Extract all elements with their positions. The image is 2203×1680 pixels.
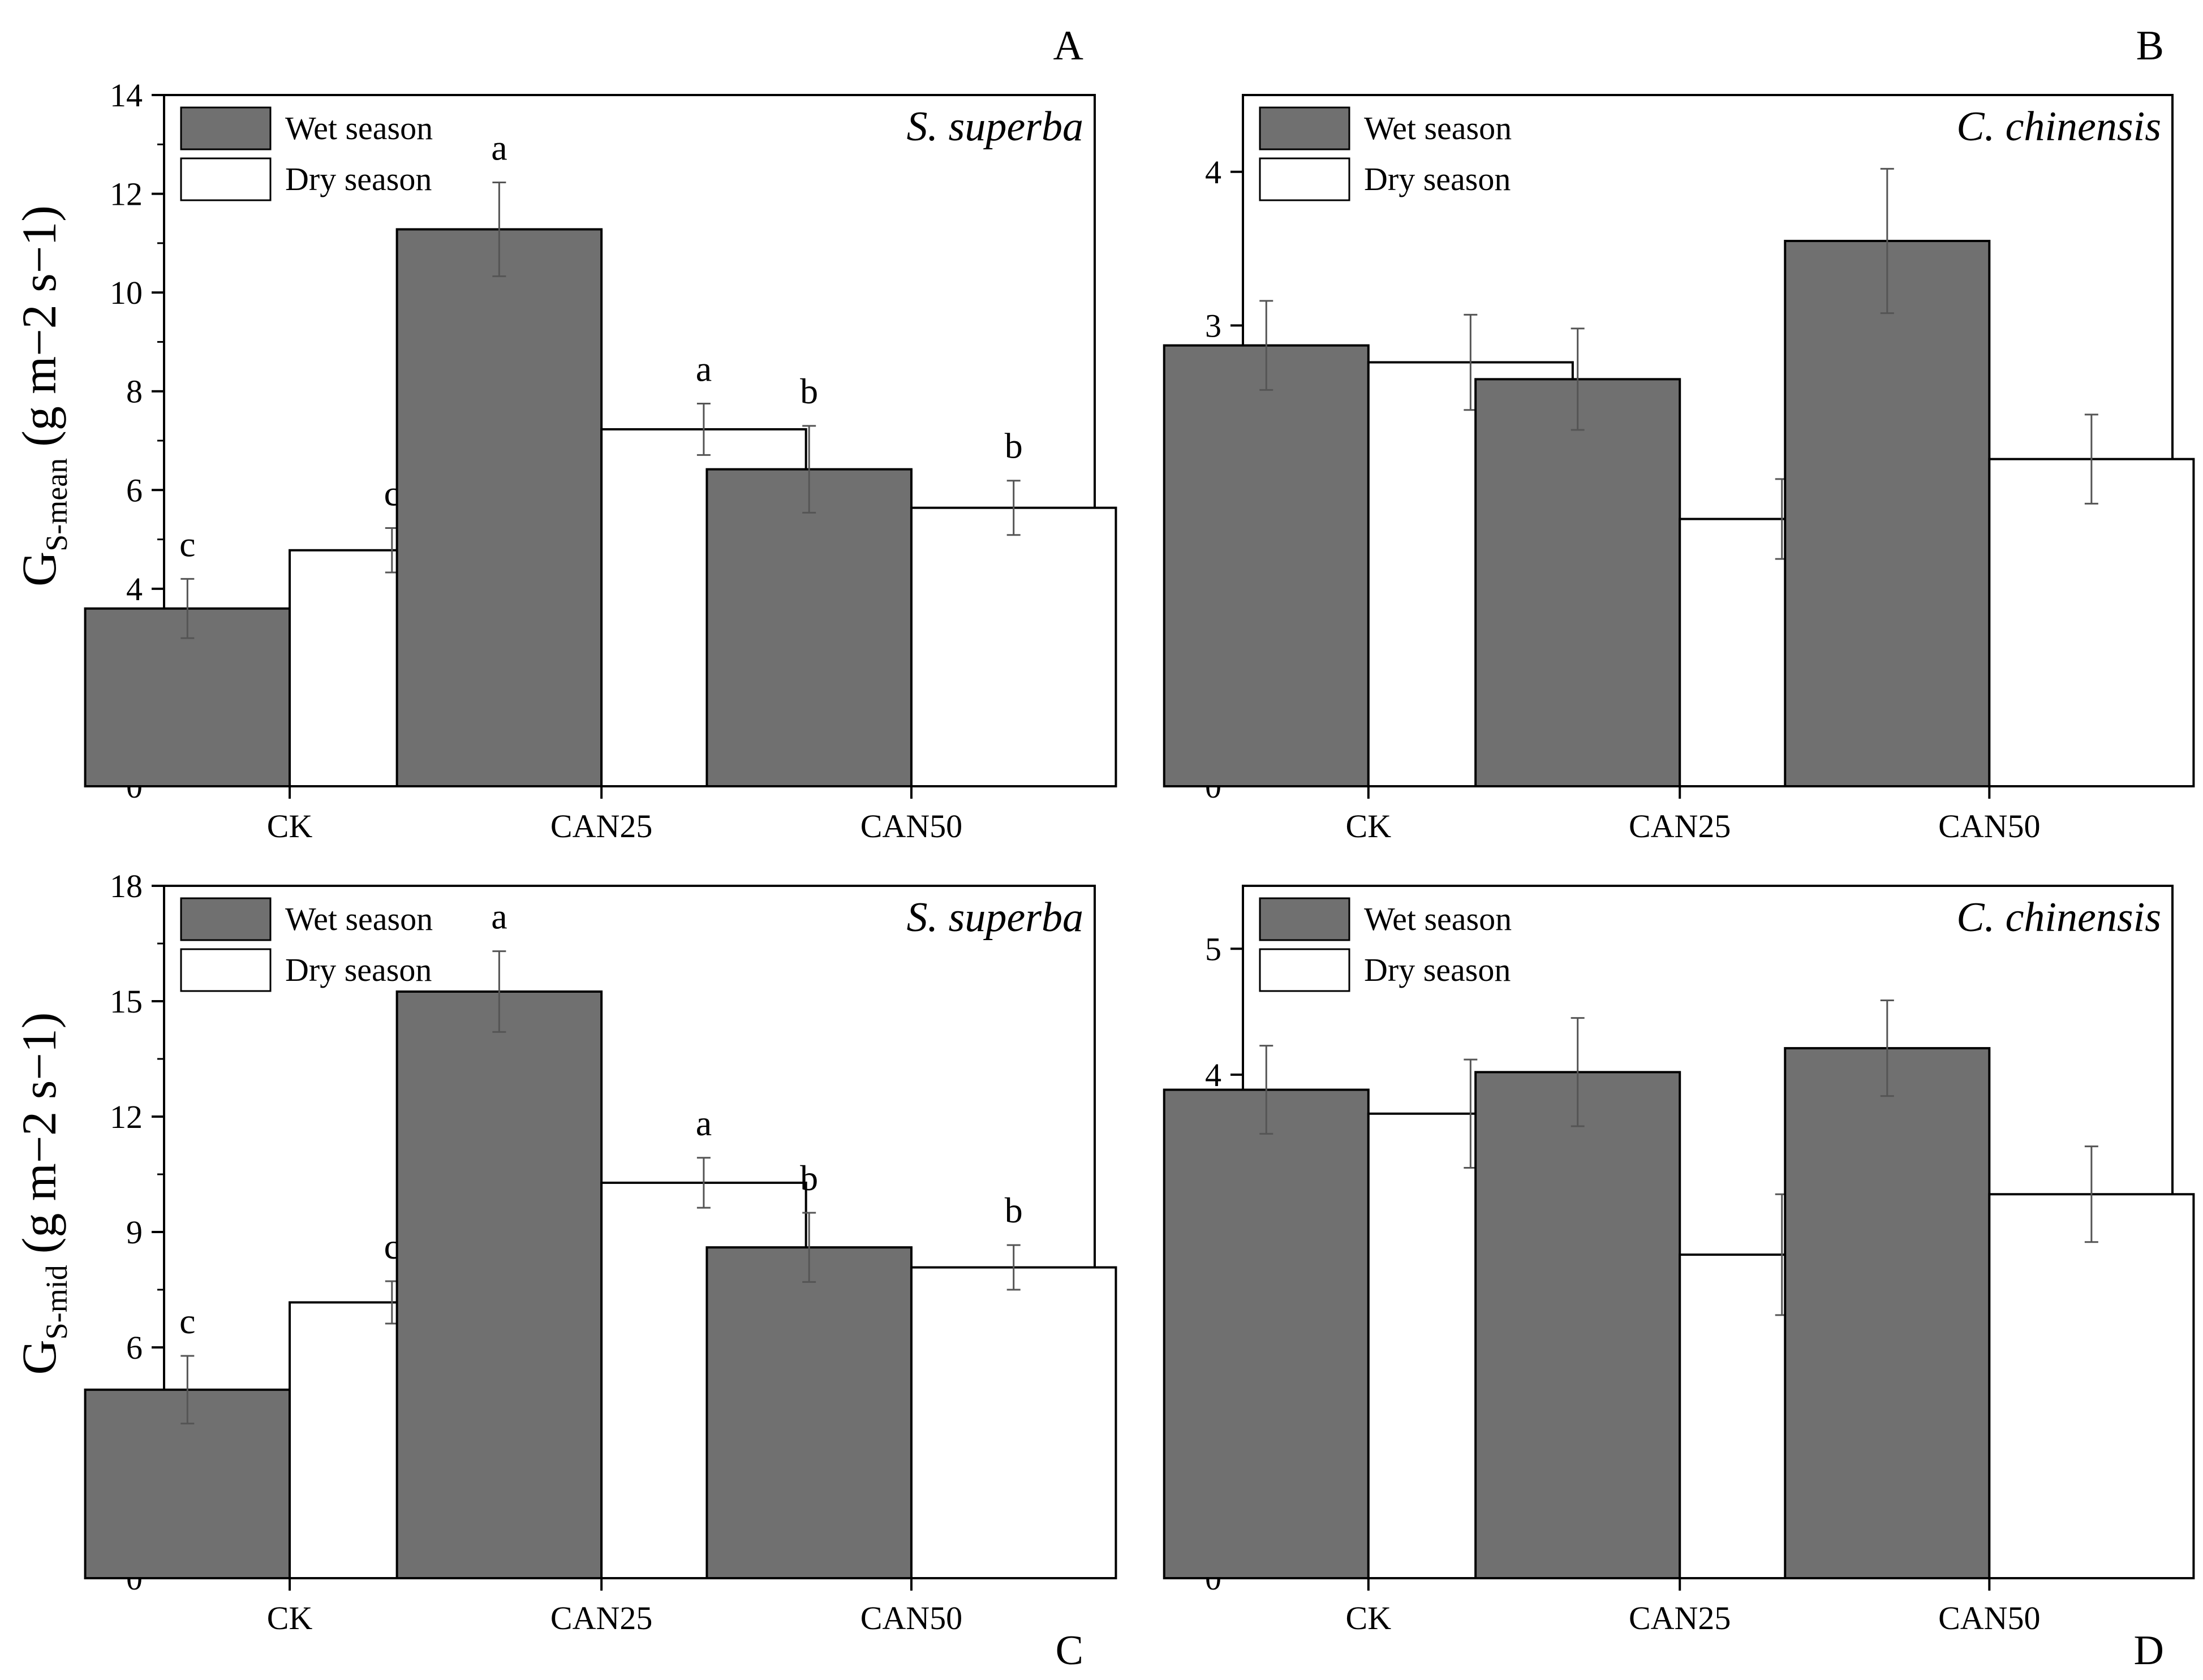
species-label: S. superba [907, 894, 1083, 941]
legend-swatch [180, 106, 272, 150]
bar-wet-season [1784, 1047, 1991, 1579]
y-tick-label: 4 [126, 571, 143, 608]
bar-dry-season [1988, 458, 2195, 787]
bar-wet-season [1163, 1088, 1370, 1580]
legend-swatch [180, 897, 272, 941]
significance-letter: a [696, 1103, 712, 1143]
species-label: C. chinensis [1956, 104, 2161, 150]
y-axis-symbol: G [12, 1339, 66, 1375]
panel-A: 02468101214CKccCAN25aaCAN50bbWet seasonD… [84, 23, 1117, 845]
legend-swatch [1259, 157, 1350, 201]
svg-text:GS-mid(g m−2 s−1): GS-mid (g m−2 s−1) [12, 1013, 74, 1375]
species-label: C. chinensis [1956, 894, 2161, 941]
bar-wet-season [395, 228, 603, 788]
legend-swatch [180, 948, 272, 992]
x-category-label: CK [267, 1600, 313, 1636]
x-category-label: CAN25 [1629, 1600, 1731, 1636]
x-category-label: CK [1346, 1600, 1392, 1636]
legend-label: Dry season [1364, 951, 1511, 988]
y-axis-title-top: GS-mean (g m−2 s−1) [12, 205, 74, 587]
y-tick-label: 12 [110, 176, 143, 213]
panel-C: 0369121518CKccCAN25aaCAN50bbWet seasonDr… [84, 868, 1117, 1674]
significance-letter: b [800, 371, 818, 411]
bar-wet-season [705, 1246, 913, 1579]
y-tick-label: 4 [1205, 1057, 1221, 1093]
significance-letter: b [1005, 1190, 1023, 1230]
legend-swatch [1259, 948, 1350, 992]
x-category-label: CAN50 [1938, 808, 2040, 845]
y-axis-subscript: S-mid [40, 1265, 74, 1339]
significance-letter: a [491, 127, 507, 167]
x-category-label: CAN25 [550, 808, 652, 845]
x-category-label: CK [1346, 808, 1392, 845]
legend-swatch [1259, 897, 1350, 941]
svg-text:GS-mean(g m−2 s−1): GS-mean (g m−2 s−1) [12, 205, 74, 587]
y-tick-label: 3 [1205, 307, 1221, 344]
y-axis-units: (g m−2 s−1) [12, 205, 66, 447]
bar-wet-season [1784, 239, 1991, 787]
y-tick-label: 6 [126, 472, 143, 509]
bar-dry-season [910, 506, 1117, 787]
bar-wet-season [1163, 344, 1370, 787]
significance-letter: c [179, 524, 195, 564]
panel-letter: B [2136, 23, 2164, 69]
legend-label: Dry season [285, 951, 432, 988]
y-tick-label: 10 [110, 274, 143, 311]
bar-wet-season [1474, 1071, 1681, 1580]
legend-label: Wet season [1364, 901, 1512, 937]
y-tick-label: 18 [110, 868, 143, 904]
y-tick-label: 15 [110, 983, 143, 1020]
bar-wet-season [395, 990, 603, 1579]
y-tick-label: 6 [126, 1329, 143, 1366]
legend-swatch [1259, 106, 1350, 150]
bar-wet-season [705, 468, 913, 787]
y-tick-label: 8 [126, 373, 143, 410]
significance-letter: b [1005, 426, 1023, 466]
x-category-label: CAN25 [1629, 808, 1731, 845]
y-tick-label: 9 [126, 1214, 143, 1251]
significance-letter: b [800, 1158, 818, 1198]
y-tick-label: 4 [1205, 154, 1221, 191]
x-category-label: CAN50 [860, 1600, 962, 1636]
species-label: S. superba [907, 104, 1083, 150]
y-tick-label: 5 [1205, 931, 1221, 967]
bar-dry-season [1988, 1193, 2195, 1579]
x-category-label: CAN50 [860, 808, 962, 845]
significance-letter: a [491, 897, 507, 937]
legend-label: Dry season [1364, 161, 1511, 197]
legend-label: Dry season [285, 161, 432, 197]
significance-letter: c [179, 1301, 195, 1341]
y-tick-label: 12 [110, 1099, 143, 1135]
legend-swatch [180, 157, 272, 201]
legend-label: Wet season [285, 110, 433, 147]
y-axis-symbol: G [12, 552, 66, 587]
bar-wet-season [1474, 378, 1681, 787]
bar-dry-season [910, 1266, 1117, 1580]
legend-label: Wet season [285, 901, 433, 937]
y-axis-subscript: S-mean [40, 458, 74, 552]
y-tick-label: 14 [110, 77, 143, 114]
panel-letter: C [1056, 1627, 1083, 1674]
x-category-label: CAN25 [550, 1600, 652, 1636]
significance-letter: a [696, 349, 712, 389]
y-axis-title-bottom: GS-mid (g m−2 s−1) [12, 1013, 74, 1375]
legend-label: Wet season [1364, 110, 1512, 147]
panel-letter: D [2134, 1627, 2164, 1674]
y-axis-units: (g m−2 s−1) [12, 1013, 66, 1254]
panel-letter: A [1053, 23, 1083, 69]
x-category-label: CAN50 [1938, 1600, 2040, 1636]
x-category-label: CK [267, 808, 313, 845]
